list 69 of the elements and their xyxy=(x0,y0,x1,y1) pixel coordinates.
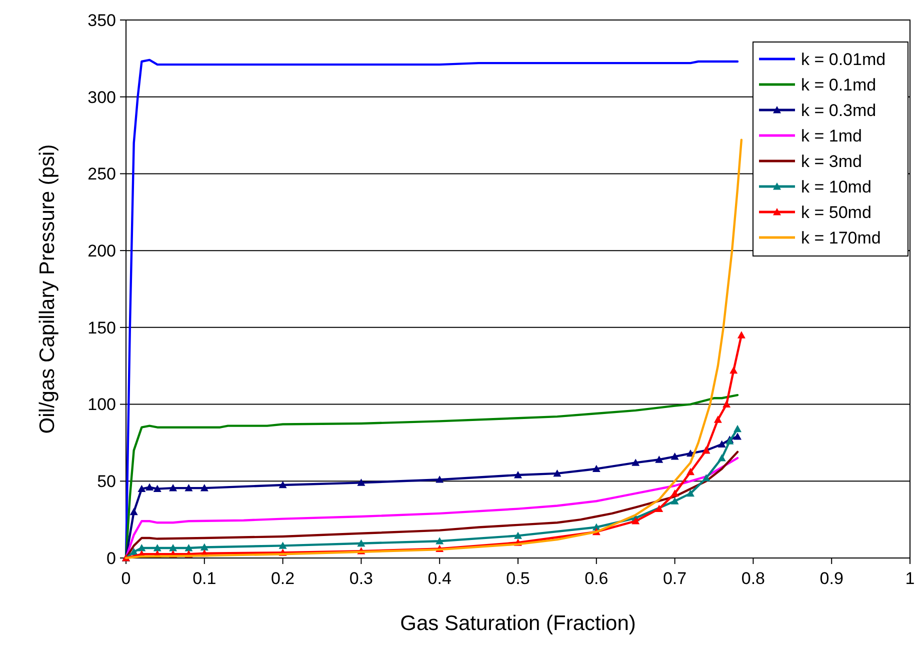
point xyxy=(200,484,208,492)
legend-label: k = 50md xyxy=(801,202,872,222)
point xyxy=(278,480,287,488)
y-tick-label: 50 xyxy=(97,472,116,492)
point xyxy=(730,366,738,374)
x-tick-label: 1 xyxy=(905,569,915,588)
point xyxy=(714,416,722,423)
point xyxy=(169,544,178,552)
point xyxy=(357,478,366,486)
legend-label: k = 170md xyxy=(801,228,881,248)
x-tick-label: 0.9 xyxy=(820,569,844,588)
point xyxy=(278,542,287,549)
y-axis-title: Oil/gas Capillary Pressure (psi) xyxy=(36,144,59,434)
point xyxy=(184,484,193,492)
point xyxy=(686,468,694,476)
point xyxy=(138,484,146,492)
point xyxy=(670,497,679,504)
legend-label: k = 0.1md xyxy=(801,75,876,94)
x-tick-label: 0.6 xyxy=(584,569,608,588)
point xyxy=(553,469,562,477)
point xyxy=(655,456,664,463)
point xyxy=(514,470,522,478)
point xyxy=(514,532,522,539)
point xyxy=(718,454,726,462)
point xyxy=(737,331,746,338)
point xyxy=(153,484,162,492)
y-tick-label: 250 xyxy=(88,164,116,184)
point xyxy=(138,544,146,552)
point xyxy=(734,424,742,432)
legend-label: k = 0.3md xyxy=(801,100,876,120)
x-tick-label: 0.2 xyxy=(270,569,295,588)
point xyxy=(722,400,731,408)
x-tick-label: 0.7 xyxy=(662,569,687,588)
point xyxy=(702,474,710,482)
x-tick-label: 0.3 xyxy=(349,569,374,588)
point xyxy=(146,483,154,490)
point xyxy=(686,489,694,497)
point xyxy=(357,539,366,547)
point xyxy=(632,458,640,466)
point xyxy=(670,452,679,460)
point xyxy=(153,544,162,552)
y-tick-label: 150 xyxy=(88,318,116,338)
point xyxy=(200,543,208,550)
x-tick-label: 0 xyxy=(121,569,131,588)
y-tick-label: 350 xyxy=(88,10,116,30)
x-tick-label: 0.4 xyxy=(428,569,452,588)
x-tick-label: 0.5 xyxy=(506,569,530,588)
point xyxy=(169,484,178,492)
point xyxy=(670,489,679,497)
y-tick-label: 200 xyxy=(88,242,116,261)
y-tick-label: 0 xyxy=(106,548,116,568)
point xyxy=(130,508,138,516)
point xyxy=(184,544,193,552)
point xyxy=(734,432,742,440)
point xyxy=(436,476,444,483)
point xyxy=(632,517,640,524)
point xyxy=(436,537,444,544)
x-tick-label: 0.1 xyxy=(192,569,216,588)
legend-label: k = 0.01md xyxy=(801,50,886,69)
point xyxy=(718,440,726,448)
x-axis-title: Gas Saturation (Fraction) xyxy=(400,612,636,635)
x-tick-label: 0.8 xyxy=(741,569,766,588)
legend-label: k = 10md xyxy=(801,177,872,196)
point xyxy=(592,464,600,472)
point xyxy=(655,504,664,512)
legend-label: k = 1md xyxy=(801,126,862,146)
y-tick-label: 300 xyxy=(88,88,116,107)
legend-label: k = 3md xyxy=(801,152,862,171)
y-tick-label: 100 xyxy=(88,395,116,414)
